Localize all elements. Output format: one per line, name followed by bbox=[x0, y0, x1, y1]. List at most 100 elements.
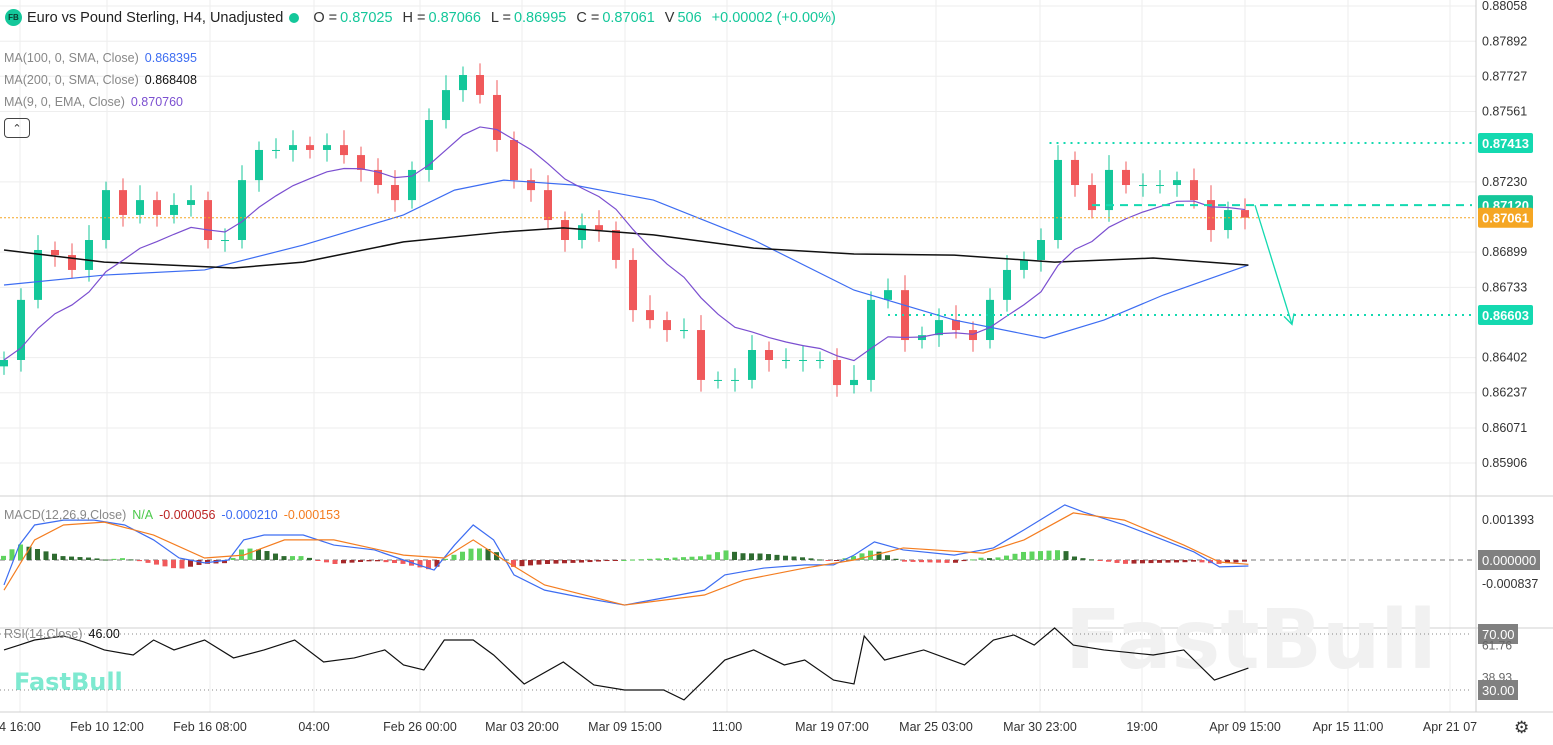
macd-histogram-bar bbox=[468, 548, 474, 560]
macd-na: N/A bbox=[132, 508, 154, 522]
legend-ma100[interactable]: MA(100, 0, SMA, Close) 0.868395 bbox=[4, 51, 197, 65]
macd-histogram-bar bbox=[596, 560, 601, 562]
candle-body bbox=[1088, 185, 1096, 211]
macd-histogram-bar bbox=[1114, 560, 1120, 563]
macd-histogram-bar bbox=[1072, 556, 1077, 560]
candle-body bbox=[527, 180, 535, 191]
rsi-label: RSI(14,Close) bbox=[4, 627, 83, 641]
candle-body bbox=[901, 290, 909, 341]
macd-histogram-bar bbox=[910, 560, 916, 562]
macd-histogram-bar bbox=[69, 556, 74, 560]
candle-body bbox=[374, 169, 382, 186]
rsi-level-box bbox=[1478, 624, 1518, 644]
macd-histogram-bar bbox=[1046, 550, 1052, 560]
macd-histogram-bar bbox=[111, 558, 117, 560]
candle-body bbox=[408, 169, 416, 201]
candle-body bbox=[1122, 169, 1130, 186]
macd-histogram-bar bbox=[766, 554, 771, 560]
macd-histogram-bar bbox=[732, 551, 737, 560]
macd-histogram-bar bbox=[791, 556, 797, 560]
candle-body bbox=[1020, 259, 1028, 270]
price-label-box bbox=[1478, 132, 1533, 153]
macd-histogram-bar bbox=[43, 551, 49, 560]
candle-body bbox=[765, 350, 773, 360]
legend-rsi[interactable]: RSI(14,Close) 46.00 bbox=[4, 627, 120, 641]
candle-body bbox=[1224, 210, 1232, 231]
macd-histogram-bar bbox=[528, 560, 533, 566]
macd-histogram-bar bbox=[366, 560, 372, 562]
candle-body bbox=[1173, 180, 1181, 186]
candle-body bbox=[85, 240, 93, 270]
collapse-legend-button[interactable]: ⌃ bbox=[4, 118, 30, 138]
rsi-value: 46.00 bbox=[88, 627, 120, 641]
macd-histogram-bar bbox=[715, 552, 720, 560]
macd-hist-value: -0.000056 bbox=[159, 508, 216, 522]
ema9-line bbox=[3, 126, 1246, 362]
legend-macd[interactable]: MACD(12,26,9,Close) N/A -0.000056 -0.000210… bbox=[4, 508, 340, 522]
candle-body bbox=[833, 359, 841, 386]
candle-body bbox=[884, 290, 892, 300]
candle-body bbox=[578, 225, 586, 241]
macd-histogram-bar bbox=[128, 559, 134, 561]
macd-histogram-bar bbox=[1199, 560, 1205, 563]
macd-histogram-bar bbox=[485, 548, 491, 560]
candle-body bbox=[748, 350, 756, 380]
candle-body bbox=[476, 75, 484, 95]
candle-body bbox=[17, 299, 25, 360]
macd-histogram-bar bbox=[1174, 560, 1179, 563]
macd-histogram-bar bbox=[256, 549, 261, 560]
macd-histogram-bar bbox=[1029, 551, 1035, 560]
macd-histogram-bar bbox=[587, 560, 593, 563]
candle-body bbox=[935, 320, 943, 336]
ma200-value: 0.868408 bbox=[144, 73, 197, 87]
candle-body bbox=[1156, 185, 1164, 187]
macd-histogram-bar bbox=[94, 558, 100, 560]
macd-histogram-bar bbox=[383, 560, 389, 563]
legend-ema9[interactable]: MA(9, 0, EMA, Close) 0.870760 bbox=[4, 95, 183, 109]
ema9-label: MA(9, 0, EMA, Close) bbox=[4, 95, 125, 109]
macd-histogram-bar bbox=[230, 557, 236, 560]
macd-histogram-bar bbox=[1106, 560, 1111, 562]
macd-histogram-bar bbox=[808, 558, 814, 560]
macd-histogram-bar bbox=[876, 551, 882, 560]
candle-body bbox=[102, 190, 110, 241]
macd-histogram-bar bbox=[1157, 560, 1162, 563]
rsi-line bbox=[3, 627, 1249, 701]
macd-histogram-bar bbox=[188, 560, 193, 567]
macd-histogram-bar bbox=[1233, 560, 1239, 563]
candle-body bbox=[544, 190, 552, 221]
macd-histogram-bar bbox=[1123, 560, 1128, 564]
candle-body bbox=[289, 145, 297, 150]
macd-histogram-bar bbox=[349, 560, 355, 563]
time-tick-label: Feb 10 12:00 bbox=[70, 720, 144, 734]
macd-histogram-bar bbox=[358, 560, 363, 562]
rsi-level-box bbox=[1478, 680, 1518, 700]
macd-histogram-bar bbox=[1055, 550, 1060, 560]
macd-histogram-bar bbox=[698, 556, 703, 560]
price-tick-label: 0.86237 bbox=[1482, 386, 1527, 400]
chevron-up-icon: ⌃ bbox=[12, 122, 22, 135]
symbol-title: Euro vs Pound Sterling, H4, Unadjusted bbox=[27, 9, 284, 26]
price-change: +0.00002 (+0.00%) bbox=[711, 9, 836, 26]
macd-histogram-bar bbox=[919, 560, 924, 563]
candle-body bbox=[340, 145, 348, 156]
candle-body bbox=[0, 359, 8, 367]
macd-histogram-bar bbox=[375, 560, 380, 562]
candle-body bbox=[391, 185, 399, 201]
macd-histogram-bar bbox=[35, 549, 40, 560]
candle-body bbox=[187, 200, 195, 205]
low-label: L = bbox=[490, 9, 511, 26]
price-tick-label: 0.88058 bbox=[1482, 0, 1527, 13]
macd-histogram-bar bbox=[1182, 560, 1188, 563]
settings-gear-icon[interactable]: ⚙ bbox=[1514, 718, 1530, 737]
macd-histogram-bar bbox=[26, 546, 32, 560]
macd-histogram-bar bbox=[162, 560, 168, 567]
macd-histogram-bar bbox=[18, 544, 23, 560]
price-label: 0.86603 bbox=[1482, 308, 1529, 323]
price-tick-label: 0.86071 bbox=[1482, 421, 1527, 435]
high-value: 0.87066 bbox=[428, 9, 481, 26]
fastbull-corner-logo: FastBull bbox=[14, 668, 123, 696]
macd-histogram-bar bbox=[426, 560, 431, 570]
legend-ma200[interactable]: MA(200, 0, SMA, Close) 0.868408 bbox=[4, 73, 197, 87]
